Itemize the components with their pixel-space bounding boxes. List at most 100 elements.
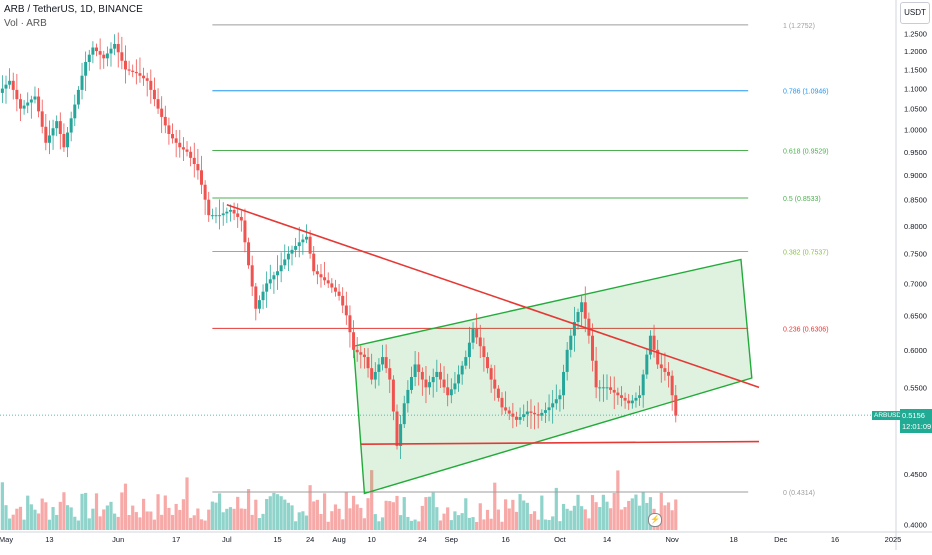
- volume-bar: [532, 511, 537, 530]
- volume-bar: [627, 500, 631, 530]
- candle-body: [627, 400, 631, 404]
- candle-body: [26, 102, 30, 106]
- candle-body: [525, 411, 529, 415]
- candle-body: [171, 133, 175, 139]
- x-tick-label: Oct: [554, 535, 567, 544]
- lightning-icon[interactable]: ⚡: [648, 513, 662, 527]
- candle-body: [210, 215, 214, 217]
- volume-bar: [149, 511, 153, 530]
- fib-level-label: 0.5 (0.8533): [783, 196, 821, 203]
- candle-body: [522, 414, 526, 418]
- y-tick-label: 0.8500: [904, 196, 927, 205]
- candle-body: [51, 128, 55, 136]
- candle-body: [638, 395, 642, 398]
- candle-body: [562, 371, 566, 396]
- candle-body: [362, 354, 366, 358]
- volume-bar: [554, 487, 558, 530]
- candle-body: [359, 352, 363, 355]
- volume-bar: [576, 494, 580, 530]
- volume-bar: [395, 495, 399, 530]
- candle-body: [109, 48, 113, 54]
- volume-bar: [55, 514, 59, 530]
- volume-bar: [399, 515, 403, 530]
- candle-body: [221, 213, 225, 216]
- candle-body: [218, 215, 222, 217]
- candle-body: [355, 349, 359, 353]
- candle-body: [33, 96, 37, 100]
- candle-body: [402, 403, 406, 425]
- currency-selector[interactable]: USDT: [900, 2, 930, 24]
- candle-body: [478, 337, 482, 347]
- volume-bar: [239, 508, 243, 530]
- candle-body: [424, 379, 428, 388]
- y-tick-label: 0.6000: [904, 346, 927, 355]
- candle-body: [482, 346, 486, 358]
- candle-body: [598, 387, 602, 389]
- candle-body: [547, 407, 551, 411]
- volume-bar: [98, 516, 102, 530]
- candle-body: [189, 151, 193, 158]
- candle-body: [370, 368, 374, 380]
- candle-body: [641, 374, 645, 396]
- candle-body: [366, 357, 370, 369]
- candle-body: [268, 279, 272, 284]
- candle-body: [304, 236, 308, 240]
- volume-bar: [286, 502, 290, 530]
- candle-body: [572, 322, 576, 336]
- candle-body: [279, 265, 283, 272]
- fib-level-label: 0.236 (0.6306): [783, 326, 829, 333]
- volume-bar: [189, 517, 193, 530]
- candle-body: [554, 399, 558, 404]
- volume-bar: [84, 492, 88, 530]
- candle-body: [460, 365, 464, 375]
- x-tick-label: May: [0, 535, 13, 544]
- candle-body: [69, 118, 73, 133]
- price-tag: 0.5156 12:01:09: [900, 409, 932, 434]
- volume-bar: [413, 519, 417, 530]
- volume-bar: [594, 502, 598, 530]
- y-tick-label: 0.5500: [904, 383, 927, 392]
- x-tick-label: Sep: [445, 535, 458, 544]
- volume-bar: [522, 500, 526, 530]
- volume-bar: [76, 520, 81, 530]
- volume-bar: [420, 505, 424, 530]
- candle-body: [652, 335, 656, 350]
- volume-bar: [181, 499, 185, 530]
- candle-body: [149, 80, 153, 90]
- candle-body: [533, 412, 537, 415]
- candle-body: [438, 371, 442, 380]
- candle-body: [616, 392, 620, 396]
- candle-body: [290, 249, 294, 254]
- candle-body: [591, 335, 595, 361]
- candle-body: [265, 283, 269, 292]
- candle-body: [417, 364, 421, 372]
- volume-bar: [145, 511, 149, 530]
- candle-body: [272, 275, 276, 280]
- volume-bar: [348, 508, 352, 530]
- volume-bar: [344, 492, 348, 530]
- volume-bar: [380, 517, 385, 530]
- volume-bar: [402, 497, 406, 530]
- volume-bar: [301, 511, 305, 530]
- volume-bar: [8, 518, 12, 530]
- y-tick-label: 1.0500: [904, 105, 927, 114]
- x-tick-label: 10: [367, 535, 375, 544]
- volume-bar: [333, 504, 338, 530]
- volume-bar: [529, 513, 533, 530]
- candle-body: [113, 43, 117, 49]
- x-tick-label: 14: [603, 535, 611, 544]
- candle-body: [648, 335, 652, 355]
- candle-body: [55, 121, 59, 129]
- candle-body: [630, 400, 634, 404]
- candle-body: [569, 335, 573, 350]
- volume-bar: [228, 507, 233, 530]
- candle-body: [580, 302, 584, 313]
- volume-bar: [630, 498, 634, 530]
- candle-body: [236, 213, 240, 217]
- candle-body: [315, 271, 319, 275]
- candle-body: [225, 211, 229, 214]
- candle-body: [294, 246, 298, 250]
- candle-body: [200, 170, 204, 185]
